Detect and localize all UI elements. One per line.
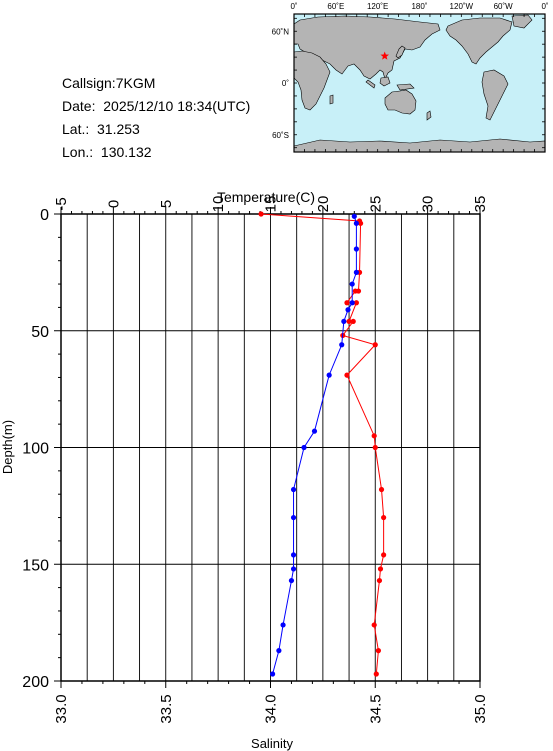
map-longitude-label: 60˚W	[494, 2, 514, 11]
temperature-tick-label: 15	[263, 196, 280, 213]
map-longitude-label: 180˚	[411, 2, 427, 11]
map-land	[293, 14, 546, 153]
salinity-point	[353, 269, 359, 275]
temperature-point	[371, 433, 377, 439]
temperature-tick-label: -5	[53, 197, 70, 210]
land-north-america	[445, 17, 513, 65]
latitude-text: Lat.: 31.253	[62, 121, 140, 137]
salinity-tick-label: 34.5	[367, 694, 384, 723]
map-latitude-label: 0˚	[282, 79, 289, 88]
temperature-point	[350, 318, 356, 325]
salinity-point	[341, 318, 347, 325]
land-newguinea	[396, 83, 415, 91]
salinity-point	[311, 428, 318, 434]
salinity-point	[280, 622, 286, 628]
temperature-tick-label: 20	[315, 196, 332, 213]
land-japan	[395, 45, 406, 59]
temperature-point	[371, 622, 377, 628]
depth-tick-label: 200	[22, 674, 49, 691]
temperature-point	[381, 514, 387, 521]
depth-tick-label: 50	[31, 324, 49, 341]
map-ticks	[293, 14, 546, 152]
salinity-point	[349, 300, 355, 306]
temperature-axis-label: Temperature(C)	[217, 189, 315, 205]
salinity-point	[290, 566, 297, 572]
temperature-point	[346, 318, 352, 325]
salinity-point	[349, 281, 355, 287]
map-latitude-label: 60˚N	[272, 27, 290, 36]
longitude-text: Lon.: 130.132	[62, 144, 152, 160]
salinity-point	[351, 213, 357, 219]
station-star	[380, 51, 390, 60]
temperature-tick-label: 10	[210, 196, 227, 213]
map-longitude-label: 0˚	[541, 2, 548, 11]
temperature-tick-label: 0	[105, 200, 122, 208]
salinity-point	[345, 307, 351, 313]
map-longitude-label: 0˚	[290, 2, 297, 11]
temperature-point	[381, 552, 387, 558]
station-marker-icon	[380, 51, 390, 60]
temperature-point	[357, 220, 364, 226]
map-longitude-label: 60˚E	[327, 2, 344, 11]
depth-tick-label: 100	[22, 441, 49, 458]
salinity-tick-label: 33.0	[53, 694, 70, 723]
temperature-tick-label: 25	[367, 196, 384, 213]
map-longitude-label: 120˚E	[367, 2, 388, 11]
profile-plot: -5 0 5 10 15 20 25 30 35 33.0 33.5 34.0 34.5 35.0 0 50 1…	[0, 189, 489, 751]
temperature-point	[372, 444, 378, 451]
salinity-point	[339, 342, 345, 348]
map-labels: 0˚ 60˚E 120˚E 180˚ 120˚W 60˚W 0˚ 60˚N 0˚ 60˚S	[272, 2, 549, 140]
salinity-point	[288, 577, 295, 584]
map-longitude-label: 120˚W	[450, 2, 474, 11]
land-africa	[293, 50, 331, 111]
salinity-point	[301, 444, 307, 451]
land-south-america	[481, 69, 509, 121]
land-sumatra	[365, 79, 376, 89]
temperature-point	[372, 342, 378, 348]
temperature-point	[353, 300, 359, 306]
temperature-point	[377, 566, 384, 572]
temperature-tick-label: 5	[158, 200, 175, 208]
land-greenland	[511, 14, 533, 29]
location-map: 0˚ 60˚E 120˚E 180˚ 120˚W 60˚W 0˚ 60˚N 0˚ 60˚S	[272, 2, 549, 153]
land-australia	[384, 89, 417, 115]
salinity-point	[353, 246, 359, 252]
salinity-axis-label: Salinity	[251, 736, 293, 751]
land-newzealand	[426, 110, 432, 121]
temperature-point	[373, 671, 379, 677]
series-layer	[258, 211, 387, 677]
temperature-tick-label: 35	[472, 196, 489, 213]
salinity-point	[269, 671, 276, 677]
date-text: Date: 2025/12/10 18:34(UTC)	[62, 98, 251, 114]
depth-tick-label: 150	[22, 557, 49, 574]
land-borneo	[379, 76, 391, 87]
land-madagascar	[329, 94, 334, 105]
temperature-point	[344, 372, 350, 378]
salinity-point	[290, 514, 297, 521]
temperature-point	[376, 577, 383, 584]
salinity-point	[290, 486, 297, 493]
callsign-text: Callsign:7KGM	[62, 75, 156, 91]
temperature-point	[258, 211, 264, 217]
salinity-tick-label: 35.0	[472, 694, 489, 723]
depth-axis-label: Depth(m)	[0, 420, 15, 474]
temperature-point	[378, 486, 385, 493]
map-latitude-label: 60˚S	[272, 131, 289, 140]
temperature-tick-label: 30	[420, 196, 437, 213]
temperature-point	[375, 648, 381, 654]
depth-tick-label: 0	[40, 207, 49, 224]
salinity-point	[326, 372, 332, 378]
temperature-point	[352, 288, 358, 294]
salinity-point	[290, 552, 297, 558]
tick-labels: -5 0 5 10 15 20 25 30 35 33.0 33.5 34.0 34.5 35.0 0 50 1…	[22, 196, 489, 724]
plot-grid	[61, 214, 480, 681]
salinity-point	[353, 220, 359, 226]
salinity-point	[276, 648, 282, 654]
axis-ticks	[54, 207, 481, 688]
temperature-point	[344, 300, 350, 306]
salinity-tick-label: 33.5	[158, 694, 175, 723]
salinity-tick-label: 34.0	[263, 694, 280, 723]
station-info: Callsign:7KGM Date: 2025/12/10 18:34(UTC…	[62, 72, 250, 164]
